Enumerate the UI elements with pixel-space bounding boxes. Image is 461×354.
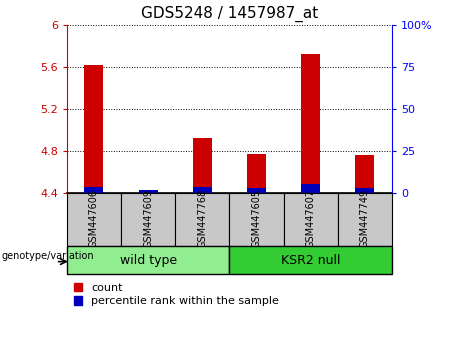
- Bar: [284, 193, 337, 246]
- Bar: [247, 154, 266, 193]
- Bar: [247, 188, 266, 193]
- Bar: [229, 246, 392, 274]
- Bar: [139, 190, 158, 193]
- Bar: [139, 190, 158, 193]
- Text: GSM447609: GSM447609: [143, 189, 153, 248]
- Title: GDS5248 / 1457987_at: GDS5248 / 1457987_at: [141, 6, 318, 22]
- Text: KSR2 null: KSR2 null: [281, 254, 340, 267]
- Bar: [193, 138, 212, 193]
- Bar: [84, 65, 103, 193]
- Bar: [193, 187, 212, 193]
- Legend: count, percentile rank within the sample: count, percentile rank within the sample: [72, 282, 280, 308]
- Bar: [355, 188, 374, 193]
- Text: GSM447768: GSM447768: [197, 189, 207, 248]
- Bar: [67, 193, 121, 246]
- Bar: [301, 54, 320, 193]
- Bar: [121, 193, 175, 246]
- Text: genotype/variation: genotype/variation: [1, 251, 94, 261]
- Text: wild type: wild type: [119, 254, 177, 267]
- Text: GSM447606: GSM447606: [89, 189, 99, 248]
- Text: GSM447605: GSM447605: [251, 189, 261, 248]
- Bar: [229, 193, 284, 246]
- Bar: [67, 246, 229, 274]
- Bar: [301, 184, 320, 193]
- Bar: [175, 193, 229, 246]
- Text: GSM447749: GSM447749: [360, 189, 370, 248]
- Bar: [337, 193, 392, 246]
- Bar: [355, 155, 374, 193]
- Bar: [84, 187, 103, 193]
- Text: GSM447607: GSM447607: [306, 189, 316, 248]
